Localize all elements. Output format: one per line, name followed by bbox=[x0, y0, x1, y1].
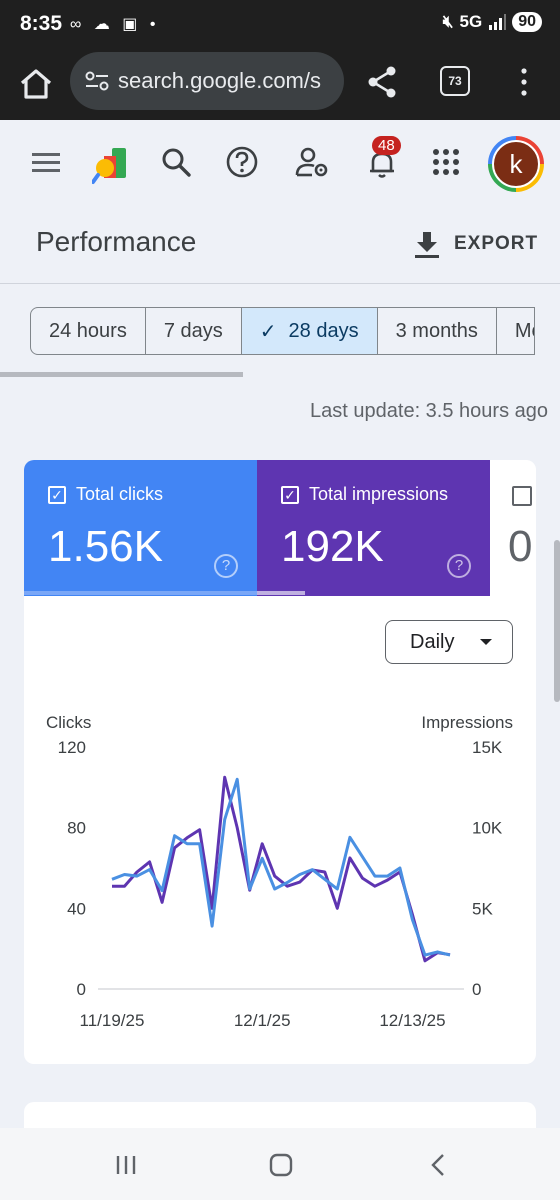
export-label: EXPORT bbox=[454, 233, 539, 254]
granularity-value: Daily bbox=[410, 630, 455, 653]
status-right: 🔇︎ 5G 90 bbox=[443, 12, 542, 32]
y-right-tick-label: 10K bbox=[472, 819, 503, 838]
x-tick-label: 12/13/25 bbox=[379, 1011, 445, 1030]
checkbox-checked-icon[interactable]: ✓ bbox=[281, 486, 299, 504]
checkbox-unchecked-icon[interactable] bbox=[512, 486, 532, 506]
y-right-axis-label: Impressions bbox=[421, 713, 513, 732]
total-impressions-card[interactable]: ✓ Total impressions 192K ? bbox=[257, 460, 490, 596]
network-type: 5G bbox=[459, 12, 483, 31]
site-settings-icon[interactable] bbox=[84, 70, 110, 92]
apps-grid-icon[interactable] bbox=[428, 144, 464, 180]
metric-label: Total clicks bbox=[76, 484, 164, 504]
metric-value: 0 bbox=[508, 522, 533, 571]
app-header: 48 k bbox=[0, 120, 560, 206]
browser-toolbar: search.google.com/s 73 bbox=[0, 50, 560, 120]
range-3-months[interactable]: 3 months bbox=[377, 307, 497, 355]
metric-label: Total impressions bbox=[309, 484, 449, 504]
dropdown-caret-icon bbox=[480, 639, 492, 645]
x-tick-label: 11/19/25 bbox=[80, 1011, 145, 1030]
y-left-tick-label: 40 bbox=[67, 899, 86, 918]
range-7-days[interactable]: 7 days bbox=[145, 307, 242, 355]
x-tick-label: 12/1/25 bbox=[234, 1011, 291, 1030]
overflow-menu-icon[interactable] bbox=[514, 64, 534, 100]
clicks-series-line bbox=[112, 775, 451, 963]
ctr-card[interactable]: 0 bbox=[490, 460, 536, 596]
notification-badge: 48 bbox=[372, 136, 401, 155]
range-label: Mo bbox=[514, 319, 534, 342]
search-console-logo-icon bbox=[92, 148, 126, 184]
metrics-scroll-indicator bbox=[257, 591, 305, 595]
range-label: 24 hours bbox=[49, 319, 127, 342]
help-icon[interactable] bbox=[224, 144, 260, 180]
date-range-selector: 24 hours 7 days ✓ 28 days 3 months Mo bbox=[30, 307, 535, 355]
page-scrollbar[interactable] bbox=[554, 540, 560, 702]
status-notification-icons: ∞ ☁ ▣ • bbox=[70, 16, 160, 33]
recent-apps-icon[interactable] bbox=[112, 1150, 142, 1180]
help-icon[interactable]: ? bbox=[214, 554, 238, 578]
range-28-days[interactable]: ✓ 28 days bbox=[241, 307, 378, 355]
account-avatar[interactable]: k bbox=[488, 136, 544, 192]
y-left-axis-label: Clicks bbox=[46, 713, 91, 732]
signal-icon bbox=[489, 14, 507, 30]
y-right-tick-label: 15K bbox=[472, 738, 503, 757]
y-right-tick-label: 5K bbox=[472, 899, 493, 918]
metric-value: 1.56K bbox=[48, 522, 163, 571]
tab-switcher-button[interactable]: 73 bbox=[440, 66, 470, 96]
home-icon[interactable] bbox=[16, 64, 56, 104]
range-more[interactable]: Mo bbox=[496, 307, 535, 355]
hamburger-menu-icon[interactable] bbox=[28, 144, 64, 180]
y-left-tick-label: 0 bbox=[77, 980, 86, 999]
range-label: 7 days bbox=[163, 319, 223, 342]
battery-level: 90 bbox=[512, 12, 542, 32]
status-bar: 8:35 ∞ ☁ ▣ • 🔇︎ 5G 90 bbox=[0, 0, 560, 50]
manage-users-icon[interactable] bbox=[294, 144, 330, 180]
back-nav-icon[interactable] bbox=[424, 1150, 454, 1180]
checkmark-icon: ✓ bbox=[259, 320, 277, 343]
range-24-hours[interactable]: 24 hours bbox=[30, 307, 146, 355]
help-icon[interactable]: ? bbox=[447, 554, 471, 578]
metric-value: 192K bbox=[281, 522, 384, 571]
export-button[interactable]: EXPORT bbox=[414, 230, 538, 258]
mute-icon: 🔇︎ bbox=[442, 12, 454, 31]
page-header: Performance EXPORT bbox=[0, 206, 560, 284]
share-icon[interactable] bbox=[364, 64, 400, 100]
range-label: 28 days bbox=[288, 319, 359, 342]
clicks-scroll-indicator bbox=[24, 591, 257, 595]
performance-chart: Clicks Impressions 120 15K 80 10K 40 5K 0 0 11/19/… bbox=[46, 713, 513, 1030]
avatar-letter: k bbox=[492, 140, 540, 188]
performance-card: ✓ Total clicks 1.56K ? ✓ Total impressio… bbox=[24, 460, 536, 1064]
total-clicks-card[interactable]: ✓ Total clicks 1.56K ? bbox=[24, 460, 257, 596]
status-time: 8:35 bbox=[20, 12, 63, 35]
y-left-tick-label: 120 bbox=[58, 738, 86, 757]
y-left-tick-label: 80 bbox=[67, 819, 86, 838]
chips-scrollbar[interactable] bbox=[0, 372, 243, 377]
y-right-tick-label: 0 bbox=[472, 980, 481, 999]
last-update-text: Last update: 3.5 hours ago bbox=[310, 400, 548, 422]
home-nav-icon[interactable] bbox=[266, 1150, 296, 1180]
download-icon bbox=[415, 232, 439, 258]
page-title: Performance bbox=[36, 226, 197, 257]
checkbox-checked-icon[interactable]: ✓ bbox=[48, 486, 66, 504]
url-text: search.google.com/s bbox=[118, 68, 321, 93]
impressions-series-line bbox=[111, 777, 451, 957]
range-label: 3 months bbox=[395, 319, 478, 342]
system-nav-bar bbox=[0, 1128, 560, 1200]
search-icon[interactable] bbox=[158, 144, 194, 180]
address-bar[interactable]: search.google.com/s bbox=[70, 52, 344, 110]
granularity-dropdown[interactable]: Daily bbox=[385, 620, 513, 664]
